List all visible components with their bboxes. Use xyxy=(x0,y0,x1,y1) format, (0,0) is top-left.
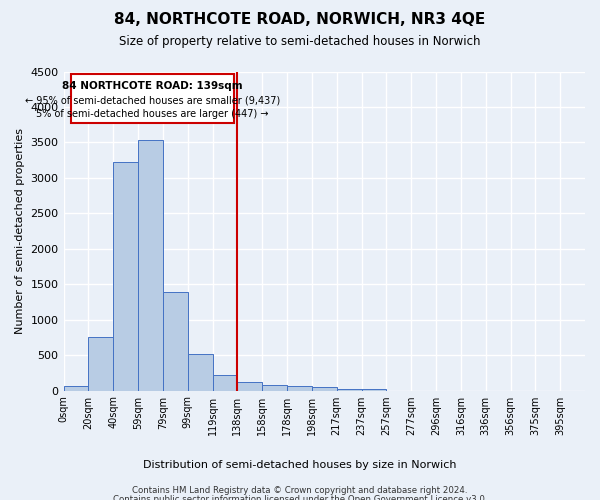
Text: Contains HM Land Registry data © Crown copyright and database right 2024.: Contains HM Land Registry data © Crown c… xyxy=(132,486,468,495)
Bar xyxy=(312,388,337,390)
Text: Size of property relative to semi-detached houses in Norwich: Size of property relative to semi-detach… xyxy=(119,35,481,48)
Y-axis label: Number of semi-detached properties: Number of semi-detached properties xyxy=(15,128,25,334)
Text: 84, NORTHCOTE ROAD, NORWICH, NR3 4QE: 84, NORTHCOTE ROAD, NORWICH, NR3 4QE xyxy=(115,12,485,28)
Bar xyxy=(138,140,163,390)
Bar xyxy=(64,386,88,390)
Text: 84 NORTHCOTE ROAD: 139sqm: 84 NORTHCOTE ROAD: 139sqm xyxy=(62,82,242,92)
Bar xyxy=(287,386,312,390)
Bar xyxy=(163,292,188,390)
Bar xyxy=(113,162,138,390)
Bar xyxy=(188,354,212,390)
Text: Contains public sector information licensed under the Open Government Licence v3: Contains public sector information licen… xyxy=(113,495,487,500)
Bar xyxy=(88,338,113,390)
Bar xyxy=(238,382,262,390)
Text: ← 95% of semi-detached houses are smaller (9,437): ← 95% of semi-detached houses are smalle… xyxy=(25,96,280,106)
Text: 5% of semi-detached houses are larger (447) →: 5% of semi-detached houses are larger (4… xyxy=(36,109,269,119)
Bar xyxy=(337,388,362,390)
Bar xyxy=(262,384,287,390)
FancyBboxPatch shape xyxy=(71,74,233,122)
Bar xyxy=(362,388,386,390)
Text: Distribution of semi-detached houses by size in Norwich: Distribution of semi-detached houses by … xyxy=(143,460,457,470)
Bar xyxy=(212,374,238,390)
